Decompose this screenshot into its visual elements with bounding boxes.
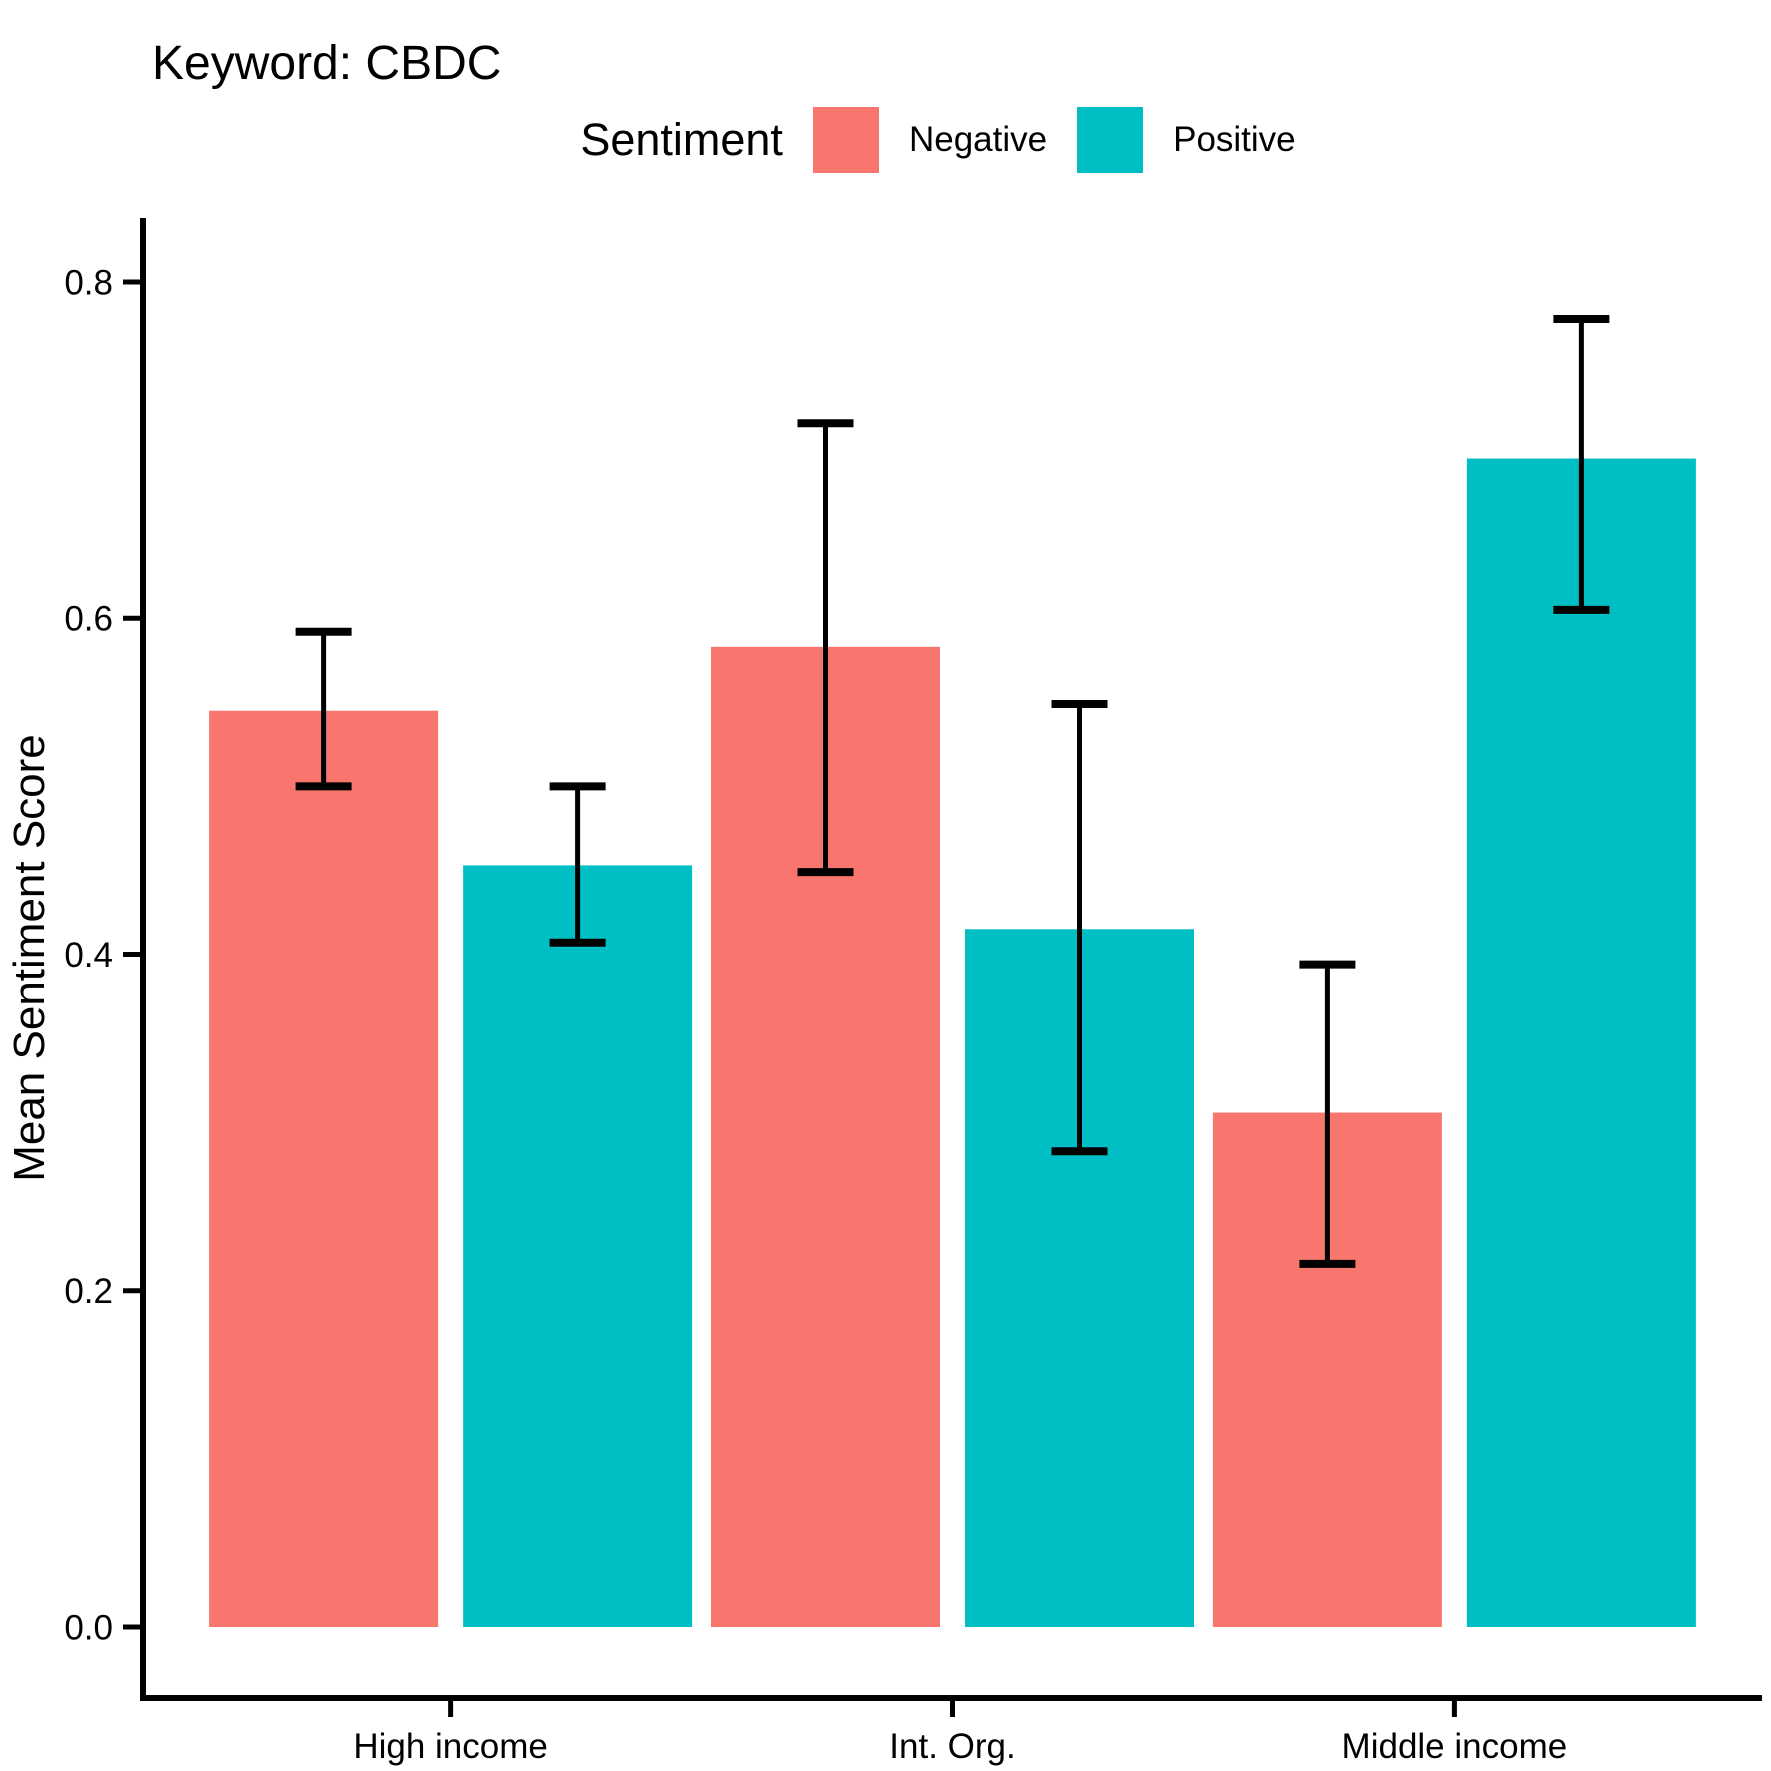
y-axis-title: Mean Sentiment Score xyxy=(5,734,54,1182)
y-tick-label: 0.4 xyxy=(64,936,113,975)
x-tick-label: High income xyxy=(353,1727,548,1766)
y-tick-label: 0.6 xyxy=(64,600,113,639)
chart-title: Keyword: CBDC xyxy=(152,37,502,90)
y-tick-label: 0.0 xyxy=(64,1608,113,1647)
x-tick-label: Int. Org. xyxy=(889,1727,1015,1766)
bar-negative-high-income xyxy=(209,710,439,1627)
positive-swatch-icon xyxy=(1077,107,1144,173)
legend-label-negative: Negative xyxy=(908,120,1048,159)
y-tick-label: 0.2 xyxy=(64,1272,113,1311)
y-tick-label: 0.8 xyxy=(64,263,113,302)
legend-item-negative: Negative xyxy=(812,107,1048,173)
legend-item-positive: Positive xyxy=(1077,107,1296,173)
bar-positive-high-income xyxy=(463,865,693,1627)
x-tick-label: Middle income xyxy=(1342,1727,1568,1766)
legend-title: Sentiment xyxy=(580,114,783,165)
legend-label-positive: Positive xyxy=(1173,120,1296,159)
negative-swatch-icon xyxy=(812,107,879,173)
legend: Sentiment Negative Positive xyxy=(143,100,1763,180)
bar-positive-middle-income xyxy=(1466,458,1696,1627)
